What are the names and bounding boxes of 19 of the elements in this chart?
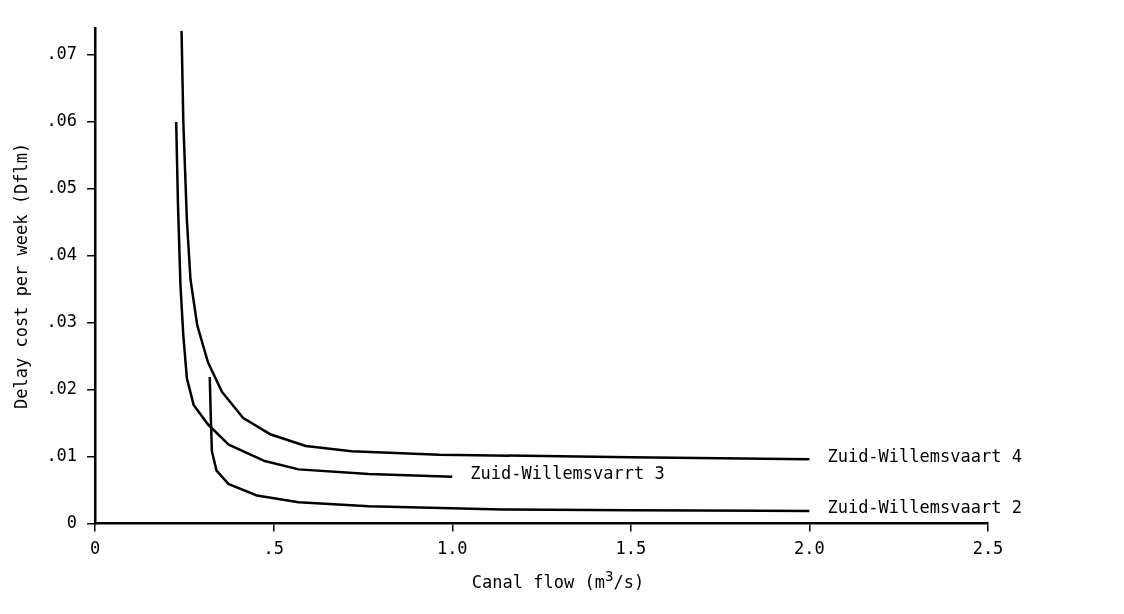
x-tick-label: 1.0 (436, 538, 468, 559)
x-tick-label: 1.5 (615, 538, 647, 559)
y-tick-label: .01 (46, 445, 78, 466)
x-tick-label: 2.0 (794, 538, 825, 559)
series-label: Zuid-Willemsvaart 4 (827, 445, 1022, 466)
y-tick-label: .03 (46, 311, 78, 332)
x-tick-label: 0 (89, 538, 101, 559)
series-label: Zuid-Willemsvarrt 3 (470, 463, 665, 484)
y-tick-label: .07 (46, 43, 78, 64)
y-tick-label: .02 (46, 378, 78, 399)
x-tick-label: 2.5 (972, 538, 1004, 559)
y-tick-label: .04 (46, 244, 78, 265)
series-label: Zuid-Willemsvaart 2 (827, 497, 1022, 518)
y-tick-label: .06 (46, 110, 78, 131)
y-tick-label: 0 (66, 512, 78, 533)
y-tick-label: .05 (46, 177, 78, 198)
x-axis-title: Canal flow (m$^{3}$/s) (470, 568, 646, 592)
x-tick-label: .5 (263, 538, 284, 559)
y-axis-title: Delay cost per week (Dflm) (10, 142, 31, 409)
